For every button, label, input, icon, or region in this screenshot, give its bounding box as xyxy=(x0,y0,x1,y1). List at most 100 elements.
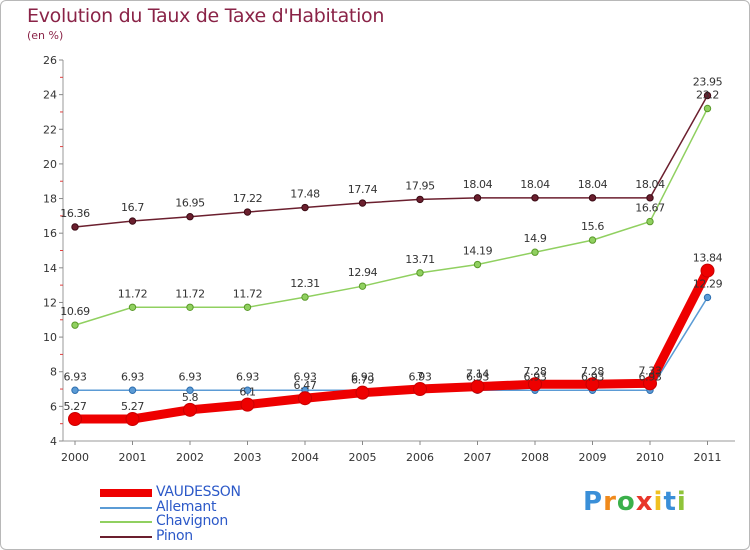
x-tick-label: 2010 xyxy=(636,451,664,464)
x-tick-label: 2000 xyxy=(61,451,89,464)
data-label-pinon: 18.04 xyxy=(520,178,550,191)
data-label-vaudesson: 6.79 xyxy=(351,374,374,387)
data-point-pinon xyxy=(128,217,137,225)
data-point-chavignon xyxy=(243,303,252,312)
data-label-vaudesson: 5.8 xyxy=(182,391,199,404)
x-tick-label: 2001 xyxy=(119,451,147,464)
x-tick-label: 2006 xyxy=(406,451,434,464)
data-point-chavignon xyxy=(588,236,597,244)
labels-chavignon: 10.69 11.72 11.72 11.72 12.31 12.94 13.71 14.19… xyxy=(60,88,719,318)
labels-vaudesson: 5.27 5.27 5.8 6.1 6.47 6.79 7 7.14 7.28 7.28 7.33 1… xyxy=(64,252,723,413)
labels-allemant: 6.93 6.93 6.93 6.93 6.93 6.93 6.93 6.93 6.93 6.93… xyxy=(64,277,723,383)
logo-letter: t xyxy=(663,487,677,517)
data-labels-layer: 16.36 16.7 16.95 17.22 17.48 17.74 17.95 18.04 1… xyxy=(60,76,723,414)
x-tick-label: 2008 xyxy=(521,451,549,464)
x-tick-label: 2009 xyxy=(579,451,607,464)
data-point-vaudesson xyxy=(700,263,715,278)
data-label-chavignon: 11.72 xyxy=(233,287,263,300)
data-label-vaudesson: 6.1 xyxy=(239,386,255,399)
data-point-pinon xyxy=(531,194,539,202)
data-point-chavignon xyxy=(128,303,137,312)
chart-axes: 4 6 8 10 12 14 16 18 20 22 24 26 2000 2001 2002 2003 200… xyxy=(43,54,735,464)
data-point-pinon xyxy=(473,194,482,202)
data-label-allemant: 6.93 xyxy=(409,370,432,383)
logo-letter: o xyxy=(616,487,636,517)
legend-swatch-chavignon xyxy=(100,521,152,523)
chart-subtitle: (en %) xyxy=(27,29,64,42)
y-tick-label: 8 xyxy=(50,366,57,379)
data-label-chavignon: 14.9 xyxy=(524,232,547,245)
y-tick-label: 4 xyxy=(50,435,57,448)
data-label-allemant: 6.93 xyxy=(639,370,662,383)
data-point-pinon xyxy=(71,223,79,231)
x-tick-label: 2003 xyxy=(234,451,262,464)
data-label-vaudesson: 13.84 xyxy=(693,252,723,265)
y-tick-label: 24 xyxy=(43,89,57,102)
data-point-pinon xyxy=(588,194,597,202)
data-point-chavignon xyxy=(71,321,79,329)
data-point-vaudesson xyxy=(585,377,600,392)
data-label-chavignon: 12.94 xyxy=(348,266,378,279)
data-label-pinon: 16.95 xyxy=(175,197,205,210)
legend-item-allemant: Allemant xyxy=(100,499,300,515)
legend-swatch-allemant xyxy=(100,507,152,509)
data-label-allemant: 6.93 xyxy=(466,370,489,383)
data-point-vaudesson xyxy=(470,379,485,394)
data-label-pinon: 17.22 xyxy=(233,192,263,205)
series-line-allemant xyxy=(74,296,709,392)
data-label-chavignon: 15.6 xyxy=(581,220,604,233)
data-label-allemant: 6.93 xyxy=(351,370,374,383)
legend-item-vaudesson: VAUDESSON xyxy=(100,484,300,500)
data-label-pinon: 18.04 xyxy=(578,178,608,191)
data-label-allemant: 6.93 xyxy=(581,370,604,383)
labels-pinon: 16.36 16.7 16.95 17.22 17.48 17.74 17.95 18.04 1… xyxy=(60,76,723,220)
data-point-chavignon xyxy=(531,248,539,256)
data-label-vaudesson: 7.28 xyxy=(581,365,604,378)
chart-title: Evolution du Taux de Taxe d'Habitation xyxy=(27,5,385,27)
y-tick-label: 26 xyxy=(43,54,57,67)
data-label-vaudesson: 7.14 xyxy=(466,368,489,381)
logo-letter: r xyxy=(603,487,617,517)
data-label-allemant: 6.93 xyxy=(524,370,547,383)
data-point-chavignon xyxy=(703,104,712,113)
data-label-pinon: 17.74 xyxy=(348,183,378,196)
data-label-pinon: 17.95 xyxy=(405,179,435,192)
data-point-vaudesson xyxy=(125,412,140,427)
legend-label-allemant: Allemant xyxy=(156,499,217,515)
data-label-allemant: 6.93 xyxy=(179,370,202,383)
data-point-allemant xyxy=(703,293,712,302)
data-point-pinon xyxy=(416,195,424,204)
data-label-pinon: 23.95 xyxy=(693,76,723,89)
data-label-vaudesson: 5.27 xyxy=(121,400,144,413)
data-label-allemant: 6.93 xyxy=(236,370,259,383)
series-line-pinon xyxy=(74,94,709,228)
data-point-vaudesson xyxy=(643,376,657,391)
y-tick-label: 12 xyxy=(43,296,57,309)
data-point-allemant xyxy=(186,386,194,394)
logo-letter: i xyxy=(653,487,664,517)
data-point-vaudesson xyxy=(355,385,370,400)
data-label-pinon: 18.04 xyxy=(463,178,493,191)
data-point-vaudesson xyxy=(183,402,197,417)
data-label-vaudesson: 6.47 xyxy=(294,379,317,392)
data-label-chavignon: 11.72 xyxy=(118,287,148,300)
x-tick-label: 2004 xyxy=(291,451,319,464)
data-point-chavignon xyxy=(646,217,654,226)
y-tick-label: 16 xyxy=(43,227,57,240)
data-point-vaudesson xyxy=(298,391,312,406)
series-layer xyxy=(68,91,715,427)
y-tick-label: 14 xyxy=(43,262,57,275)
data-point-vaudesson xyxy=(68,412,82,427)
data-point-allemant xyxy=(243,386,252,394)
data-label-chavignon: 14.19 xyxy=(463,245,493,258)
data-label-allemant: 6.93 xyxy=(294,370,317,383)
legend-label-chavignon: Chavignon xyxy=(156,513,228,529)
data-point-vaudesson xyxy=(413,382,427,397)
data-label-vaudesson: 5.27 xyxy=(64,400,87,413)
data-label-allemant: 6.93 xyxy=(64,370,87,383)
y-tick-label: 6 xyxy=(50,400,57,413)
data-point-vaudesson xyxy=(528,377,542,392)
x-tick-label: 2005 xyxy=(349,451,377,464)
data-point-chavignon xyxy=(186,303,194,312)
